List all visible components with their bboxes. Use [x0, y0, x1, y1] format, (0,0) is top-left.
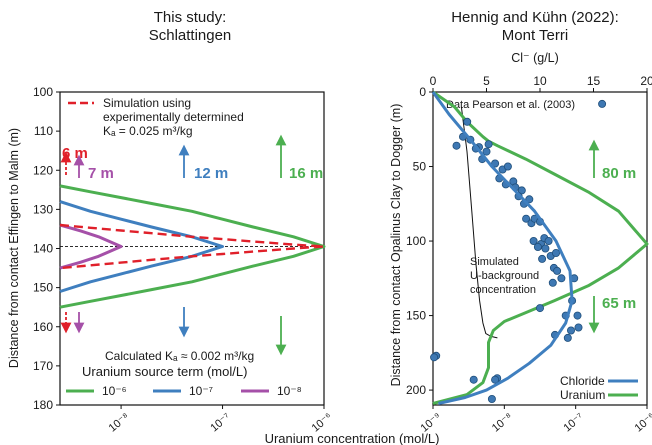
chloride-point [529, 236, 538, 245]
chloride-point [557, 274, 566, 283]
calc-kd-label: Calculated Kₐ ≈ 0.002 m³/kg [105, 349, 254, 363]
left-series-red [59, 223, 326, 270]
left-series-purple [59, 223, 123, 270]
chloride-point [544, 236, 553, 245]
purple-depth-label: 7 m [88, 165, 114, 182]
chloride-point [452, 141, 461, 150]
chloride-point [553, 266, 562, 275]
top-x-tick-label: 15 [587, 74, 601, 88]
right-y-tick-label: 0 [419, 85, 426, 99]
legend-sim-line1: Simulation using [103, 96, 191, 110]
legend-sim-line2: experimentally determined [103, 110, 244, 124]
data-source-label: Data Pearson et al. (2003) [446, 99, 575, 111]
left-y-axis-label: Distance from contact Effingen to Malm (… [7, 128, 21, 368]
chloride-point [487, 394, 496, 403]
chloride-point [482, 147, 491, 156]
top-x-tick-label: 0 [430, 74, 437, 88]
left-y-tick-label: 170 [33, 359, 53, 373]
right-top-ticks: 0 5 10 15 20 [430, 74, 652, 92]
bg-label-line2: U-background [470, 270, 539, 282]
left-x-tick-label: 10⁻⁸ [107, 411, 132, 435]
left-y-tick-label: 140 [33, 242, 53, 256]
chloride-point [430, 353, 439, 362]
right-y-tick-label: 100 [406, 234, 426, 248]
left-panel: This study: Schlattingen 100 110 120 130 140… [7, 9, 335, 435]
chloride-point [463, 117, 472, 126]
left-y-tick-label: 130 [33, 202, 53, 216]
right-green-up-label: 80 m [602, 165, 636, 182]
right-y-tick-label: 50 [413, 160, 427, 174]
chloride-point [469, 375, 478, 384]
chloride-fit-line [431, 91, 574, 405]
red-depth-label: 6 m [62, 145, 88, 162]
left-y-tick-label: 120 [33, 163, 53, 177]
uranium-profile-line [432, 90, 649, 405]
left-x-tick-label: 10⁻⁷ [208, 411, 233, 434]
chloride-point [522, 214, 531, 223]
right-title-line1: Hennig and Kühn (2022): [451, 9, 619, 26]
blue-depth-label: 12 m [194, 165, 228, 182]
left-series [59, 184, 326, 309]
chloride-point [491, 375, 500, 384]
left-title-line1: This study: [154, 9, 227, 26]
bg-label-line1: Simulated [470, 256, 519, 268]
right-x-tick-label: 10⁻⁸ [490, 411, 515, 435]
source-legend-green-label: 10⁻⁶ [102, 384, 127, 398]
left-y-tick-label: 180 [33, 398, 53, 412]
right-x-tick-label: 10⁻⁶ [633, 411, 652, 435]
right-y-ticks: 0 50 100 150 200 [406, 85, 433, 397]
right-x-ticks: 10⁻⁹ 10⁻⁸ 10⁻⁷ 10⁻⁶ [418, 405, 652, 435]
source-legend-blue-label: 10⁻⁷ [189, 384, 213, 398]
green-depth-label: 16 m [289, 165, 323, 182]
left-y-tick-label: 110 [34, 124, 53, 138]
chloride-point [552, 248, 561, 257]
right-y-axis-label: Distance from contact Opalinus Clay to D… [389, 104, 403, 387]
left-y-ticks: 100 110 120 130 140 150 160 170 180 [33, 85, 60, 412]
chloride-point [491, 159, 500, 168]
chloride-point [567, 326, 576, 335]
chloride-point [563, 333, 572, 342]
left-y-tick-label: 160 [33, 320, 53, 334]
chloride-point [533, 242, 542, 251]
legend-uranium-label: Uranium [560, 388, 605, 402]
right-series [430, 90, 649, 405]
chloride-point [541, 244, 550, 253]
right-y-tick-label: 150 [406, 309, 426, 323]
legend-chloride-label: Chloride [560, 374, 605, 388]
chloride-point [525, 195, 534, 204]
right-x-tick-label: 10⁻⁷ [561, 411, 586, 434]
source-term-title: Uranium source term (mol/L) [82, 364, 247, 379]
shared-x-axis-label: Uranium concentration (mol/L) [265, 431, 440, 445]
chloride-point [484, 140, 493, 149]
chloride-point [548, 278, 557, 287]
top-x-tick-label: 5 [483, 74, 490, 88]
bg-label-line3: concentration [470, 284, 536, 296]
chloride-point [536, 304, 545, 313]
left-series-green [59, 184, 326, 309]
background-concentration-curve [460, 106, 498, 339]
source-legend-purple-label: 10⁻⁸ [277, 384, 302, 398]
chloride-point [574, 323, 583, 332]
left-y-tick-label: 100 [33, 85, 53, 99]
legend-sim-line3: Kₐ = 0.025 m³/kg [103, 124, 193, 138]
top-axis-label: Cl⁻ (g/L) [511, 51, 559, 65]
right-y-tick-label: 200 [406, 383, 426, 397]
chloride-point [503, 162, 512, 171]
top-x-tick-label: 20 [640, 74, 652, 88]
right-green-down-label: 65 m [602, 295, 636, 312]
top-x-tick-label: 10 [533, 74, 547, 88]
chloride-point [573, 311, 582, 320]
right-panel: Hennig and Kühn (2022): Mont Terri Cl⁻ (… [389, 9, 652, 435]
right-title-line2: Mont Terri [502, 27, 568, 44]
left-series-blue [59, 200, 224, 293]
chloride-point [538, 254, 547, 263]
left-y-tick-label: 150 [33, 281, 53, 295]
chloride-point [598, 99, 607, 108]
left-title-line2: Schlattingen [149, 27, 232, 44]
